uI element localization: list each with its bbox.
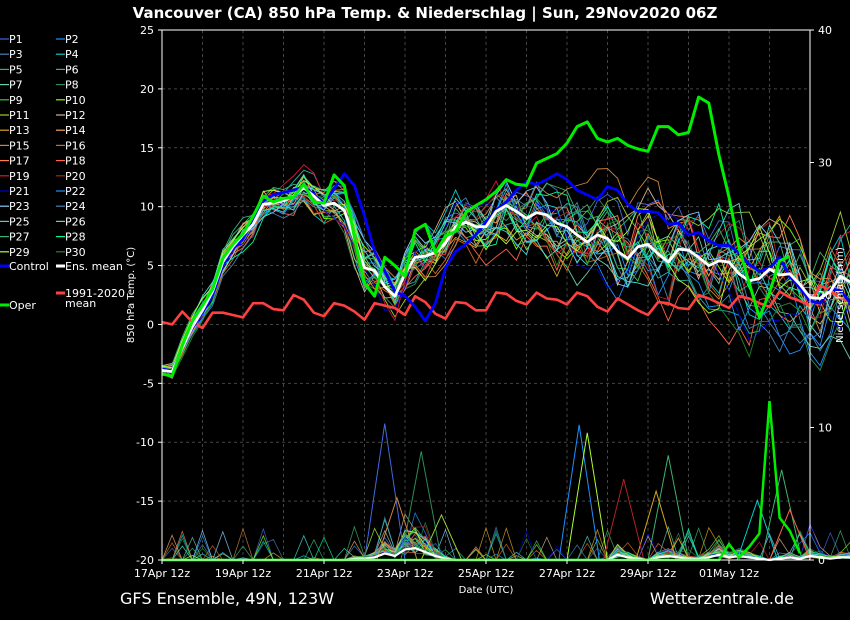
legend-label-p9: P9 xyxy=(9,94,23,107)
y-axis-right-ticks: 40 30 20 10 0 xyxy=(810,24,832,567)
x-axis-ticks: 17Apr 12z 19Apr 12z 21Apr 12z 23Apr 12z 25Ap… xyxy=(134,560,759,580)
legend-label-p13: P13 xyxy=(9,124,30,137)
y-tick-label: 25 xyxy=(140,24,154,37)
precip-spike xyxy=(769,508,811,561)
legend-label-p20: P20 xyxy=(65,170,86,183)
y-tick-label: -10 xyxy=(136,436,154,449)
y2-tick-label: 0 xyxy=(818,554,825,567)
y-tick-label: 15 xyxy=(140,142,154,155)
legend-label-p30: P30 xyxy=(65,246,86,259)
precip-spike xyxy=(635,489,677,561)
legend-label-ens_mean: Ens. mean xyxy=(65,260,123,273)
legend-label-p16: P16 xyxy=(65,139,86,152)
y-tick-label: 20 xyxy=(140,83,154,96)
x-tick-label: 29Apr 12z xyxy=(620,567,677,580)
legend-label-p3: P3 xyxy=(9,48,23,61)
x-tick-label: 25Apr 12z xyxy=(458,567,515,580)
legend-label-p21: P21 xyxy=(9,185,30,198)
legend-label-p2: P2 xyxy=(65,33,79,46)
temp-member-p27 xyxy=(161,180,850,369)
x-axis-label: Date (UTC) xyxy=(459,585,514,596)
y-axis-left-ticks: 25 20 15 10 5 0 -5 -10 -15 -20 xyxy=(136,24,162,567)
legend-label-clim-mean: mean xyxy=(65,297,96,310)
legend-label-p4: P4 xyxy=(65,48,79,61)
legend-label-p7: P7 xyxy=(9,79,23,92)
legend-label-p18: P18 xyxy=(65,155,86,168)
precip-spike xyxy=(364,423,406,561)
footer-model: GFS Ensemble, 49N, 123W xyxy=(120,589,334,608)
legend-label-oper: Oper xyxy=(9,299,36,312)
legend-label-p24: P24 xyxy=(65,200,86,213)
temp-series-oper xyxy=(161,95,791,378)
precip-spike xyxy=(566,432,608,561)
temp-member-p19 xyxy=(161,164,850,368)
legend-label-p14: P14 xyxy=(65,124,86,137)
chart-title: Vancouver (CA) 850 hPa Temp. & Niedersch… xyxy=(133,4,718,23)
precip-spike xyxy=(558,424,600,561)
legend-label-clim: 1991-2020 xyxy=(65,287,125,300)
y-tick-label: 10 xyxy=(140,201,154,214)
legend-label-p6: P6 xyxy=(65,63,79,76)
legend-label-p1: P1 xyxy=(9,33,23,46)
y-tick-label: -20 xyxy=(136,554,154,567)
legend-label-p10: P10 xyxy=(65,94,86,107)
temp-series-ens-mean xyxy=(161,186,850,373)
legend-label-control: Control xyxy=(9,260,49,273)
x-tick-label: 01May 12z xyxy=(699,567,759,580)
precip-spike xyxy=(602,479,645,561)
x-tick-label: 19Apr 12z xyxy=(215,567,272,580)
footer-source: Wetterzentrale.de xyxy=(650,589,794,608)
x-tick-label: 27Apr 12z xyxy=(539,567,596,580)
precip-spike xyxy=(400,451,442,561)
y2-axis-label: Niederschlag (mm) xyxy=(835,247,846,343)
legend-label-p12: P12 xyxy=(65,109,86,122)
temp-series-group xyxy=(161,95,850,379)
x-tick-label: 21Apr 12z xyxy=(296,567,353,580)
legend-label-p26: P26 xyxy=(65,215,86,228)
temp-member-p24 xyxy=(161,181,850,374)
legend-label-p25: P25 xyxy=(9,215,30,228)
precip-spike xyxy=(760,469,803,561)
legend-label-p8: P8 xyxy=(65,79,79,92)
y-tick-label: -15 xyxy=(136,495,154,508)
x-tick-label: 17Apr 12z xyxy=(134,567,191,580)
y2-tick-label: 30 xyxy=(818,157,832,170)
legend-label-p19: P19 xyxy=(9,170,30,183)
temp-member-p28 xyxy=(161,175,850,369)
y-axis-label: 850 hPa Temp. (°C) xyxy=(126,247,137,343)
legend: P1 P2 P3 P4 P5 P6 P7 P8 P9 P10 P11 P12 P13 P14 P15 P16 P… xyxy=(0,33,125,312)
y-tick-label: 0 xyxy=(147,318,154,331)
legend-label-p27: P27 xyxy=(9,231,30,244)
precip-spike xyxy=(376,496,418,561)
temp-series-1991-2020-mean xyxy=(161,284,850,330)
y-tick-label: 5 xyxy=(147,260,154,273)
legend-label-p11: P11 xyxy=(9,109,30,122)
y2-tick-label: 10 xyxy=(818,422,832,435)
temp-member-p25 xyxy=(161,191,850,369)
legend-label-p15: P15 xyxy=(9,139,30,152)
legend-label-p17: P17 xyxy=(9,155,30,168)
y-tick-label: -5 xyxy=(143,377,154,390)
precip-spike xyxy=(420,513,463,561)
precip-spike xyxy=(647,455,689,561)
legend-label-p28: P28 xyxy=(65,231,86,244)
legend-label-p29: P29 xyxy=(9,246,30,259)
y2-tick-label: 20 xyxy=(818,289,832,302)
legend-label-p22: P22 xyxy=(65,185,86,198)
x-tick-label: 23Apr 12z xyxy=(377,567,434,580)
legend-label-p23: P23 xyxy=(9,200,30,213)
y2-tick-label: 40 xyxy=(818,24,832,37)
precip-spike xyxy=(736,498,779,561)
legend-label-p5: P5 xyxy=(9,63,23,76)
